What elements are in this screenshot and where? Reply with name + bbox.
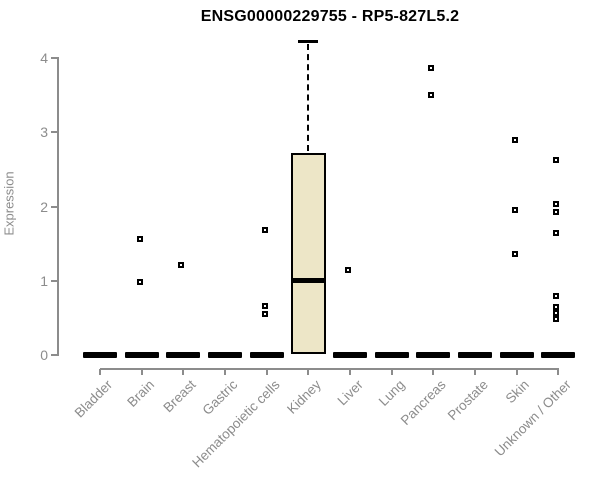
data-point	[553, 208, 560, 215]
data-point	[553, 230, 560, 237]
data-point	[178, 262, 185, 269]
data-point	[261, 311, 268, 318]
x-tick-label: Brain	[124, 377, 158, 410]
data-point	[428, 91, 435, 98]
zero-boxplot-bar	[374, 352, 409, 358]
y-tick-label: 0	[40, 347, 48, 363]
zero-boxplot-bar	[333, 352, 367, 358]
zero-boxplot-bar	[249, 352, 284, 358]
y-axis-tick	[51, 354, 57, 356]
data-point	[345, 266, 351, 273]
y-tick-label: 2	[40, 198, 48, 215]
x-tick-label: Skin	[503, 377, 533, 407]
data-point	[136, 235, 143, 242]
zero-boxplot-bar	[499, 352, 534, 358]
x-axis-tick	[265, 369, 268, 375]
x-axis-tick	[474, 369, 476, 375]
zero-boxplot-bar	[124, 352, 159, 358]
data-point	[553, 309, 560, 316]
x-axis-tick	[557, 369, 560, 375]
x-tick-label: Prostate	[444, 377, 491, 424]
x-tick-label: Unknown / Other	[491, 377, 574, 460]
data-point	[553, 156, 560, 163]
median-line	[290, 278, 326, 284]
x-axis-tick	[140, 369, 143, 375]
data-point	[136, 279, 143, 286]
x-axis-tick	[515, 369, 518, 375]
y-axis-tick	[51, 57, 57, 60]
x-axis-line	[100, 368, 560, 370]
x-tick-label: Liver	[334, 377, 366, 409]
zero-boxplot-bar	[416, 352, 451, 358]
y-axis-tick	[51, 131, 57, 134]
x-axis-tick	[390, 369, 393, 375]
data-point	[261, 227, 268, 234]
y-axis-line	[57, 57, 59, 356]
x-tick-label: Breast	[160, 377, 199, 416]
zero-boxplot-bar	[166, 352, 201, 358]
x-tick-label: Kidney	[284, 377, 324, 417]
x-axis-tick	[432, 369, 435, 375]
data-point	[511, 251, 518, 258]
x-axis-tick	[99, 369, 101, 375]
x-tick-label: Bladder	[72, 377, 116, 421]
x-tick-label: Lung	[375, 377, 408, 409]
data-point	[511, 206, 518, 213]
x-tick-label: Gastric	[199, 377, 241, 418]
y-tick-label: 3	[40, 124, 48, 141]
y-tick-label: 4	[40, 50, 48, 67]
x-axis-tick	[307, 369, 310, 375]
x-axis-tick	[224, 369, 226, 375]
y-axis-tick	[51, 279, 57, 282]
data-point	[553, 200, 560, 207]
box-iqr	[290, 153, 326, 354]
data-point	[428, 64, 435, 71]
upper-whisker	[307, 43, 310, 152]
y-tick-label: 1	[40, 272, 48, 289]
zero-boxplot-bar	[541, 352, 576, 358]
zero-boxplot-bar	[208, 352, 242, 358]
chart-title: ENSG00000229755 - RP5-827L5.2	[200, 8, 460, 25]
data-point	[511, 136, 518, 143]
x-axis-tick	[182, 369, 185, 375]
data-point	[261, 303, 268, 310]
y-axis-label: Expression	[1, 171, 17, 236]
data-point	[553, 293, 560, 300]
x-axis-tick	[349, 369, 351, 375]
y-axis-tick	[51, 205, 57, 208]
whisker-cap	[298, 40, 319, 44]
data-point	[553, 315, 560, 322]
zero-boxplot-bar	[458, 352, 492, 358]
zero-boxplot-bar	[83, 352, 117, 358]
data-point	[553, 303, 560, 310]
